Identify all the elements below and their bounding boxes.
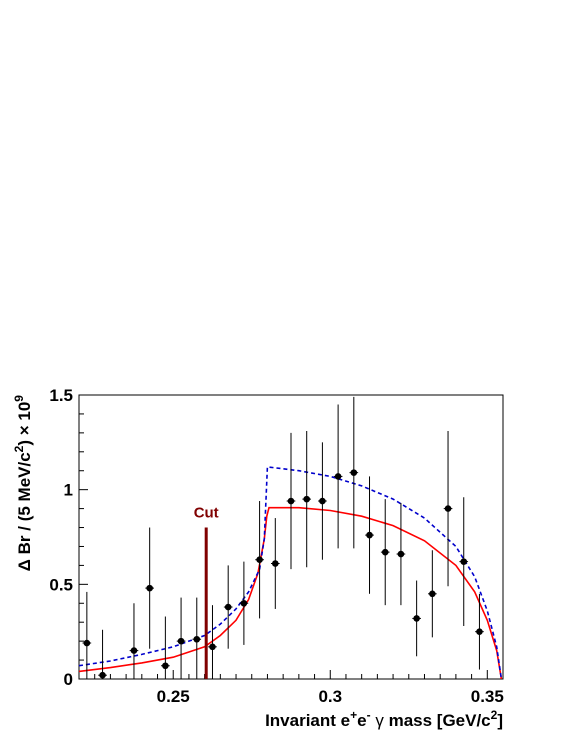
marker <box>397 550 405 558</box>
data-point <box>412 580 421 657</box>
marker <box>381 548 389 556</box>
x-tick-label: 0.25 <box>157 687 190 706</box>
marker <box>224 603 232 611</box>
data-point <box>176 597 186 679</box>
data-point <box>82 591 92 679</box>
data-point <box>396 502 406 606</box>
marker <box>177 637 185 645</box>
marker <box>162 662 169 670</box>
data-point <box>208 605 217 679</box>
data-point <box>475 593 484 670</box>
marker <box>460 558 468 565</box>
marker <box>413 615 420 622</box>
y-tick-label: 1 <box>64 481 73 500</box>
marker <box>334 473 342 480</box>
y-tick-label: 0 <box>64 670 73 689</box>
data-point <box>255 501 264 619</box>
data-point <box>270 518 280 609</box>
x-tick-label: 0.3 <box>318 687 342 706</box>
plot-frame <box>78 394 504 680</box>
marker <box>303 495 311 503</box>
data-point <box>365 476 374 594</box>
data-points <box>82 396 484 679</box>
marker <box>240 599 248 607</box>
marker <box>350 469 358 476</box>
marker <box>429 590 436 598</box>
data-point <box>161 616 170 679</box>
x-tick-label: 0.35 <box>471 687 504 706</box>
marker <box>130 647 138 654</box>
data-point <box>333 404 343 549</box>
solid-curve <box>78 506 503 680</box>
marker <box>99 671 106 679</box>
cut-label: Cut <box>194 505 219 522</box>
data-point <box>239 561 249 645</box>
data-point <box>286 432 296 570</box>
marker <box>319 497 326 505</box>
marker <box>271 560 279 567</box>
data-point <box>129 603 139 679</box>
data-point <box>428 550 437 638</box>
data-point <box>459 497 469 626</box>
y-tick-label: 1.5 <box>49 386 73 405</box>
data-point <box>380 499 390 606</box>
data-point <box>318 442 327 560</box>
marker <box>146 584 153 592</box>
data-point <box>223 565 233 649</box>
marker <box>209 643 216 651</box>
marker <box>366 531 373 539</box>
y-tick-label: 0.5 <box>49 575 73 594</box>
data-point <box>443 430 453 587</box>
marker <box>287 497 295 505</box>
data-point <box>145 527 154 649</box>
marker <box>256 556 263 564</box>
marker <box>476 628 483 635</box>
y-axis-title: Δ Br / (5 MeV/c2) × 109 <box>12 395 34 572</box>
marker <box>193 635 201 643</box>
data-point <box>192 597 202 679</box>
data-point <box>349 396 359 549</box>
x-axis-title: Invariant e+e- γ mass [GeV/c2] <box>265 708 503 730</box>
data-point <box>98 629 107 679</box>
cut-marker: Cut <box>194 505 219 679</box>
axis-ticks: 0.25 0.3 0.35 0 0.5 1 1.5 <box>49 386 503 706</box>
data-point <box>302 430 312 568</box>
marker <box>444 505 452 512</box>
marker <box>83 639 91 647</box>
